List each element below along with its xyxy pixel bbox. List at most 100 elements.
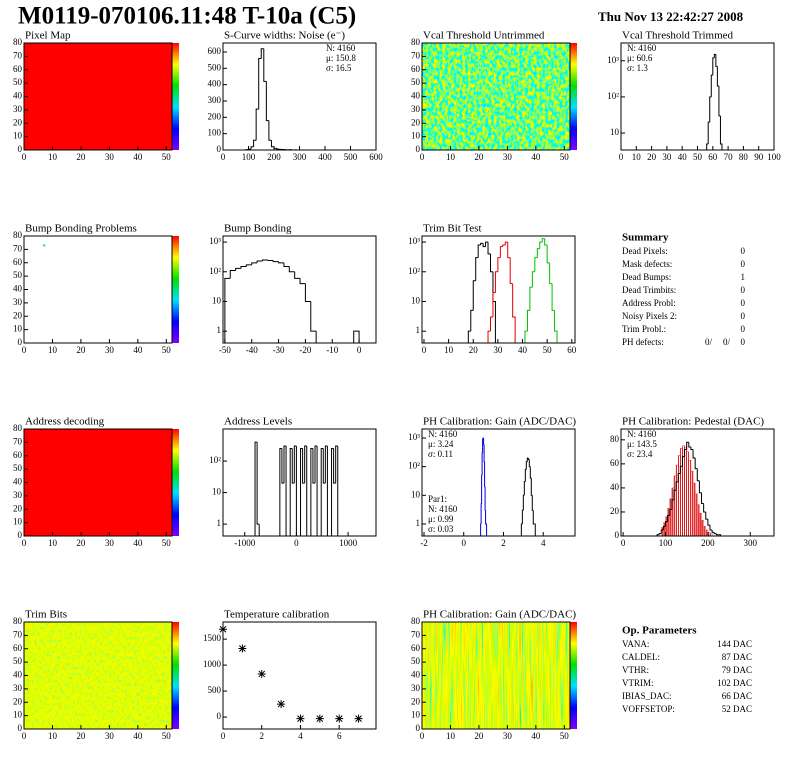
y-tick-label: 10 [13, 324, 23, 334]
color-scale [172, 429, 179, 536]
summary-label: Dead Bumps: [622, 272, 671, 282]
stats-line: μ: 60.6 [627, 53, 653, 63]
histogram-bin [314, 445, 318, 484]
histogram-bin [527, 458, 530, 460]
histogram-bin [539, 241, 543, 249]
histogram-bin [272, 260, 279, 263]
histogram-bin [331, 448, 334, 536]
histogram-bin [509, 257, 513, 285]
x-tick-label: 50 [162, 345, 172, 355]
histogram-bin [304, 283, 311, 302]
plot-frame [421, 235, 576, 344]
x-tick-label: 600 [369, 152, 383, 162]
y-tick-label: 50 [411, 77, 421, 87]
marker [238, 644, 247, 653]
summary-label: Mask defects: [622, 259, 672, 269]
histogram-bin [528, 459, 531, 468]
y-tick-label: 400 [208, 79, 222, 89]
histogram-bin [706, 143, 709, 150]
y-tick-label: 10³ [607, 55, 619, 65]
histogram-bin [520, 523, 523, 536]
stats-line: μ: 150.8 [326, 53, 356, 63]
histogram-bin [251, 262, 258, 265]
x-tick-label: 40 [518, 345, 528, 355]
histogram-bin [306, 446, 309, 537]
histogram-bin [658, 533, 662, 535]
histogram-bin [304, 445, 307, 484]
y-tick-label: 30 [411, 104, 421, 114]
histogram-bin [699, 512, 702, 537]
histogram-bin [263, 48, 267, 82]
x-tick-label: 10 [48, 538, 58, 548]
histogram-bin [686, 451, 690, 537]
histogram-bin [291, 448, 295, 484]
y-tick-label: 50 [13, 656, 23, 666]
y-tick-label: 20 [411, 696, 421, 706]
histogram-bin [312, 448, 316, 484]
y-tick-label: 1 [217, 518, 222, 528]
y-tick-label: 80 [411, 37, 421, 47]
y-tick-label: 40 [411, 670, 421, 680]
histogram-bin [245, 264, 252, 267]
histogram-bin [507, 242, 511, 259]
y-tick-label: 10 [411, 131, 421, 141]
plot-frame [23, 235, 173, 344]
y-tick-label: 60 [13, 64, 23, 74]
histogram-bin [531, 271, 535, 288]
histogram-bin [288, 266, 295, 273]
x-tick-label: -1000 [234, 538, 255, 548]
summary-value: 0 [741, 259, 746, 269]
histogram-bin [709, 525, 713, 531]
panel-title: PH Calibration: Pedestal (DAC) [622, 416, 764, 428]
histogram-bin [250, 146, 254, 150]
op-value: 87 DAC [722, 652, 752, 662]
histogram-bin [256, 442, 260, 525]
histogram-bin [320, 448, 324, 536]
x-tick-label: 20 [76, 731, 86, 741]
heatmap-cells [24, 622, 172, 729]
histogram-bin [324, 445, 328, 484]
histogram-bin [278, 261, 284, 264]
x-tick-label: 0 [221, 731, 226, 741]
y-tick-label: 80 [610, 434, 620, 444]
histogram-bin [477, 244, 481, 258]
histogram-bin [470, 309, 474, 332]
histogram-bin [688, 460, 692, 537]
op-value: 66 DAC [722, 691, 752, 701]
heatmap-cells [422, 43, 570, 150]
histogram-bin [489, 253, 493, 273]
panel-title: Trim Bit Test [423, 223, 482, 235]
x-tick-label: 0 [22, 731, 27, 741]
histogram-bin [677, 472, 681, 482]
histogram-bin [701, 492, 704, 505]
y-tick-label: 0 [18, 144, 23, 154]
histogram-bin [707, 121, 710, 144]
y-tick-label: 50 [411, 656, 421, 666]
y-tick-label: 0 [217, 144, 222, 154]
marker [277, 700, 286, 709]
y-tick-label: 10 [610, 127, 620, 137]
histogram-bin [289, 448, 293, 536]
panel-title: PH Calibration: Gain (ADC/DAC) [423, 609, 576, 621]
y-tick-label: 10² [209, 266, 221, 276]
x-tick-label: 20 [474, 152, 484, 162]
y-tick-label: 70 [13, 629, 23, 639]
y-tick-label: 80 [13, 37, 23, 47]
histogram-bin [697, 504, 700, 537]
plot-frame [222, 428, 377, 537]
y-tick-label: 30 [13, 297, 23, 307]
x-tick-label: 30 [662, 152, 672, 162]
stats-line: σ: 0.11 [428, 449, 453, 459]
x-tick-label: 100 [659, 538, 673, 548]
histogram-bin [253, 139, 257, 147]
histogram-bin [692, 449, 696, 459]
panel-title: Address decoding [25, 416, 105, 428]
y-tick-label: 100 [208, 128, 222, 138]
histogram-bin [713, 532, 717, 535]
x-tick-label: 30 [105, 345, 115, 355]
x-tick-label: 40 [133, 731, 143, 741]
y-tick-label: 10² [408, 461, 420, 471]
y-tick-label: 20 [13, 503, 23, 513]
y-tick-label: 50 [13, 463, 23, 473]
x-tick-label: -30 [273, 345, 285, 355]
